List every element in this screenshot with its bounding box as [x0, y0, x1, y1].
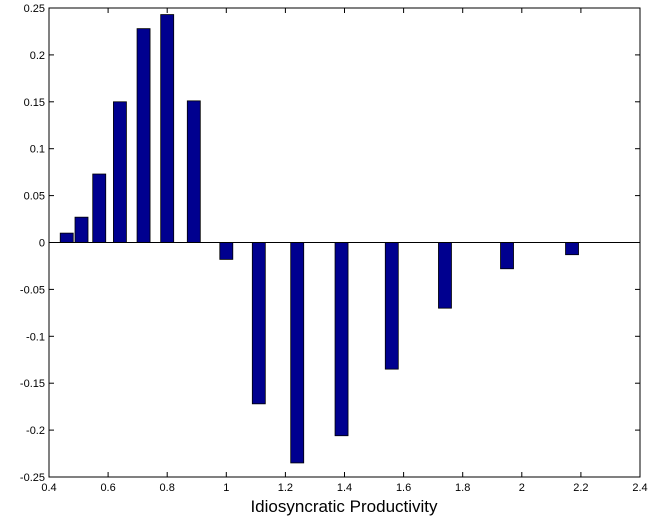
- x-tick-label: 1: [223, 482, 229, 494]
- x-tick-label: 2: [519, 482, 525, 494]
- y-tick-label: -0.2: [26, 425, 45, 437]
- x-tick-label: 0.6: [100, 482, 115, 494]
- y-tick-label: -0.1: [26, 331, 45, 343]
- bar: [219, 242, 234, 260]
- bar: [186, 100, 201, 243]
- y-tick-label: -0.05: [20, 284, 45, 296]
- x-axis-label: Idiosyncratic Productivity: [250, 497, 438, 516]
- y-tick-label: 0: [39, 238, 45, 250]
- x-tick-label: 0.4: [41, 482, 56, 494]
- bar: [334, 242, 349, 437]
- y-tick-label: 0.2: [30, 50, 45, 62]
- bar: [500, 242, 514, 270]
- bar: [565, 242, 579, 256]
- bar: [74, 216, 89, 243]
- bar: [136, 28, 151, 243]
- x-tick-label: 1.4: [337, 482, 352, 494]
- bar: [160, 14, 175, 243]
- bar: [59, 232, 74, 243]
- y-tick-label: -0.15: [20, 378, 45, 390]
- y-tick-label: 0.1: [30, 144, 45, 156]
- y-tick-label: 0.05: [24, 191, 45, 203]
- bar: [384, 242, 399, 370]
- y-tick-label: -0.25: [20, 472, 45, 484]
- y-tick-label: 0.15: [24, 97, 45, 109]
- bar: [438, 242, 452, 309]
- bar: [251, 242, 266, 405]
- bar: [113, 101, 127, 243]
- bar: [290, 242, 305, 464]
- x-tick-label: 0.8: [160, 482, 175, 494]
- bar: [92, 173, 107, 243]
- x-tick-label: 2.2: [573, 482, 588, 494]
- x-tick-label: 1.6: [396, 482, 411, 494]
- y-tick-label: 0.25: [24, 3, 45, 15]
- x-tick-label: 1.2: [278, 482, 293, 494]
- x-tick-label: 2.4: [632, 482, 647, 494]
- x-tick-label: 1.8: [455, 482, 470, 494]
